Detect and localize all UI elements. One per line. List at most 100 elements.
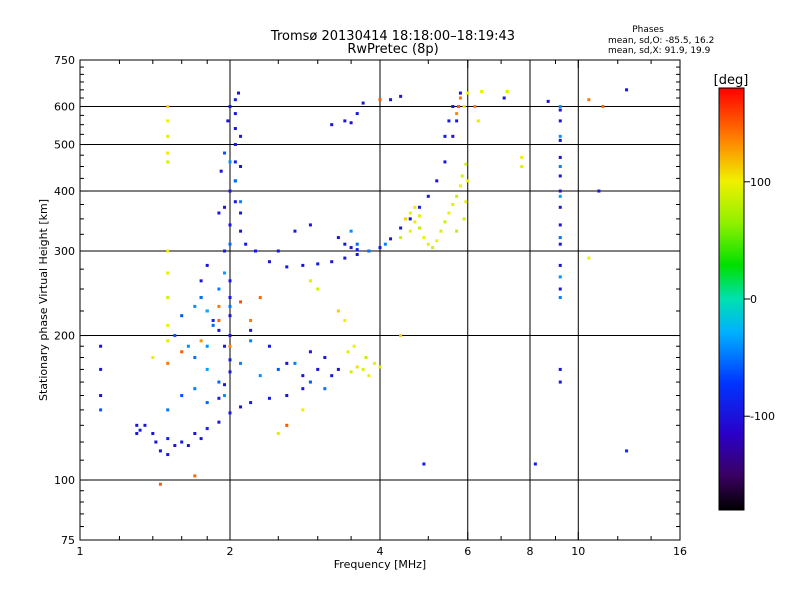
data-point — [193, 355, 197, 359]
data-point — [99, 367, 103, 371]
data-point — [249, 318, 253, 322]
data-point — [455, 112, 459, 116]
data-point — [349, 121, 353, 125]
y-tick-label: 200 — [54, 330, 75, 343]
data-point — [364, 355, 368, 359]
data-point — [199, 437, 203, 441]
data-point — [219, 169, 223, 173]
data-point — [458, 91, 462, 95]
data-point — [558, 164, 562, 168]
data-point — [435, 179, 439, 183]
data-point — [558, 275, 562, 279]
data-point — [239, 164, 243, 168]
data-point — [447, 211, 451, 215]
data-point — [367, 374, 371, 378]
data-point — [308, 380, 312, 384]
data-point — [193, 387, 197, 391]
data-point — [451, 202, 455, 206]
data-point — [166, 105, 170, 109]
data-point — [293, 361, 297, 365]
data-point — [223, 271, 227, 275]
data-point — [276, 249, 280, 253]
data-point — [223, 344, 227, 348]
colorbar-tick-label: -100 — [750, 410, 775, 423]
colorbar — [718, 87, 745, 511]
data-point — [417, 214, 421, 218]
data-point — [223, 249, 227, 253]
data-point — [199, 339, 203, 343]
data-point — [228, 189, 232, 193]
data-point — [301, 374, 305, 378]
data-point — [233, 200, 237, 204]
data-point — [355, 253, 359, 257]
data-point — [431, 246, 435, 250]
data-point — [205, 401, 209, 405]
data-point — [558, 296, 562, 300]
data-point — [143, 423, 147, 427]
chart-title: Tromsø 20130414 18:18:00–18:19:43 — [270, 29, 515, 44]
data-point — [455, 119, 459, 123]
data-point — [308, 279, 312, 283]
data-point — [233, 179, 237, 183]
data-point — [166, 296, 170, 300]
data-point — [166, 437, 170, 441]
data-point — [211, 318, 215, 322]
data-point — [558, 367, 562, 371]
data-point — [228, 314, 232, 318]
data-point — [249, 401, 253, 405]
data-point — [239, 200, 243, 204]
x-tick-label: 2 — [227, 545, 234, 558]
data-point — [422, 236, 426, 240]
data-point — [239, 229, 243, 233]
data-point — [166, 271, 170, 275]
data-point — [217, 211, 221, 215]
data-point — [228, 296, 232, 300]
x-axis-label: Frequency [MHz] — [334, 558, 426, 571]
data-point — [336, 236, 340, 240]
data-point — [228, 334, 232, 338]
data-point — [378, 365, 382, 369]
data-point — [285, 423, 289, 427]
data-point — [455, 194, 459, 198]
data-point — [601, 105, 605, 109]
data-point — [228, 344, 232, 348]
data-point — [223, 383, 227, 387]
data-point — [464, 200, 468, 204]
data-point — [349, 229, 353, 233]
data-point — [439, 229, 443, 233]
data-point — [249, 328, 253, 332]
data-point — [323, 355, 327, 359]
data-point — [301, 387, 305, 391]
data-point — [361, 101, 365, 105]
data-point — [301, 408, 305, 412]
data-point — [99, 408, 103, 412]
data-point — [533, 462, 537, 466]
data-point — [336, 367, 340, 371]
data-point — [378, 98, 382, 102]
data-point — [193, 304, 197, 308]
data-point — [223, 205, 227, 209]
data-point — [217, 318, 221, 322]
data-point — [587, 256, 591, 260]
data-point — [205, 263, 209, 267]
x-tick-label: 6 — [464, 545, 471, 558]
data-point — [546, 99, 550, 103]
data-point — [408, 217, 412, 221]
data-point — [217, 420, 221, 424]
data-point — [151, 355, 155, 359]
data-point — [316, 287, 320, 291]
colorbar-tick-label: 0 — [750, 293, 757, 306]
data-point — [258, 296, 262, 300]
data-point — [228, 242, 232, 246]
data-points — [99, 88, 629, 486]
data-point — [173, 334, 177, 338]
colorbar-ticks: 100 0 -100 — [744, 176, 775, 423]
data-point — [349, 370, 353, 374]
data-point — [228, 370, 232, 374]
data-point — [355, 112, 359, 116]
y-tick-label: 300 — [54, 245, 75, 258]
data-point — [233, 112, 237, 116]
data-point — [99, 394, 103, 398]
data-point — [399, 94, 403, 98]
